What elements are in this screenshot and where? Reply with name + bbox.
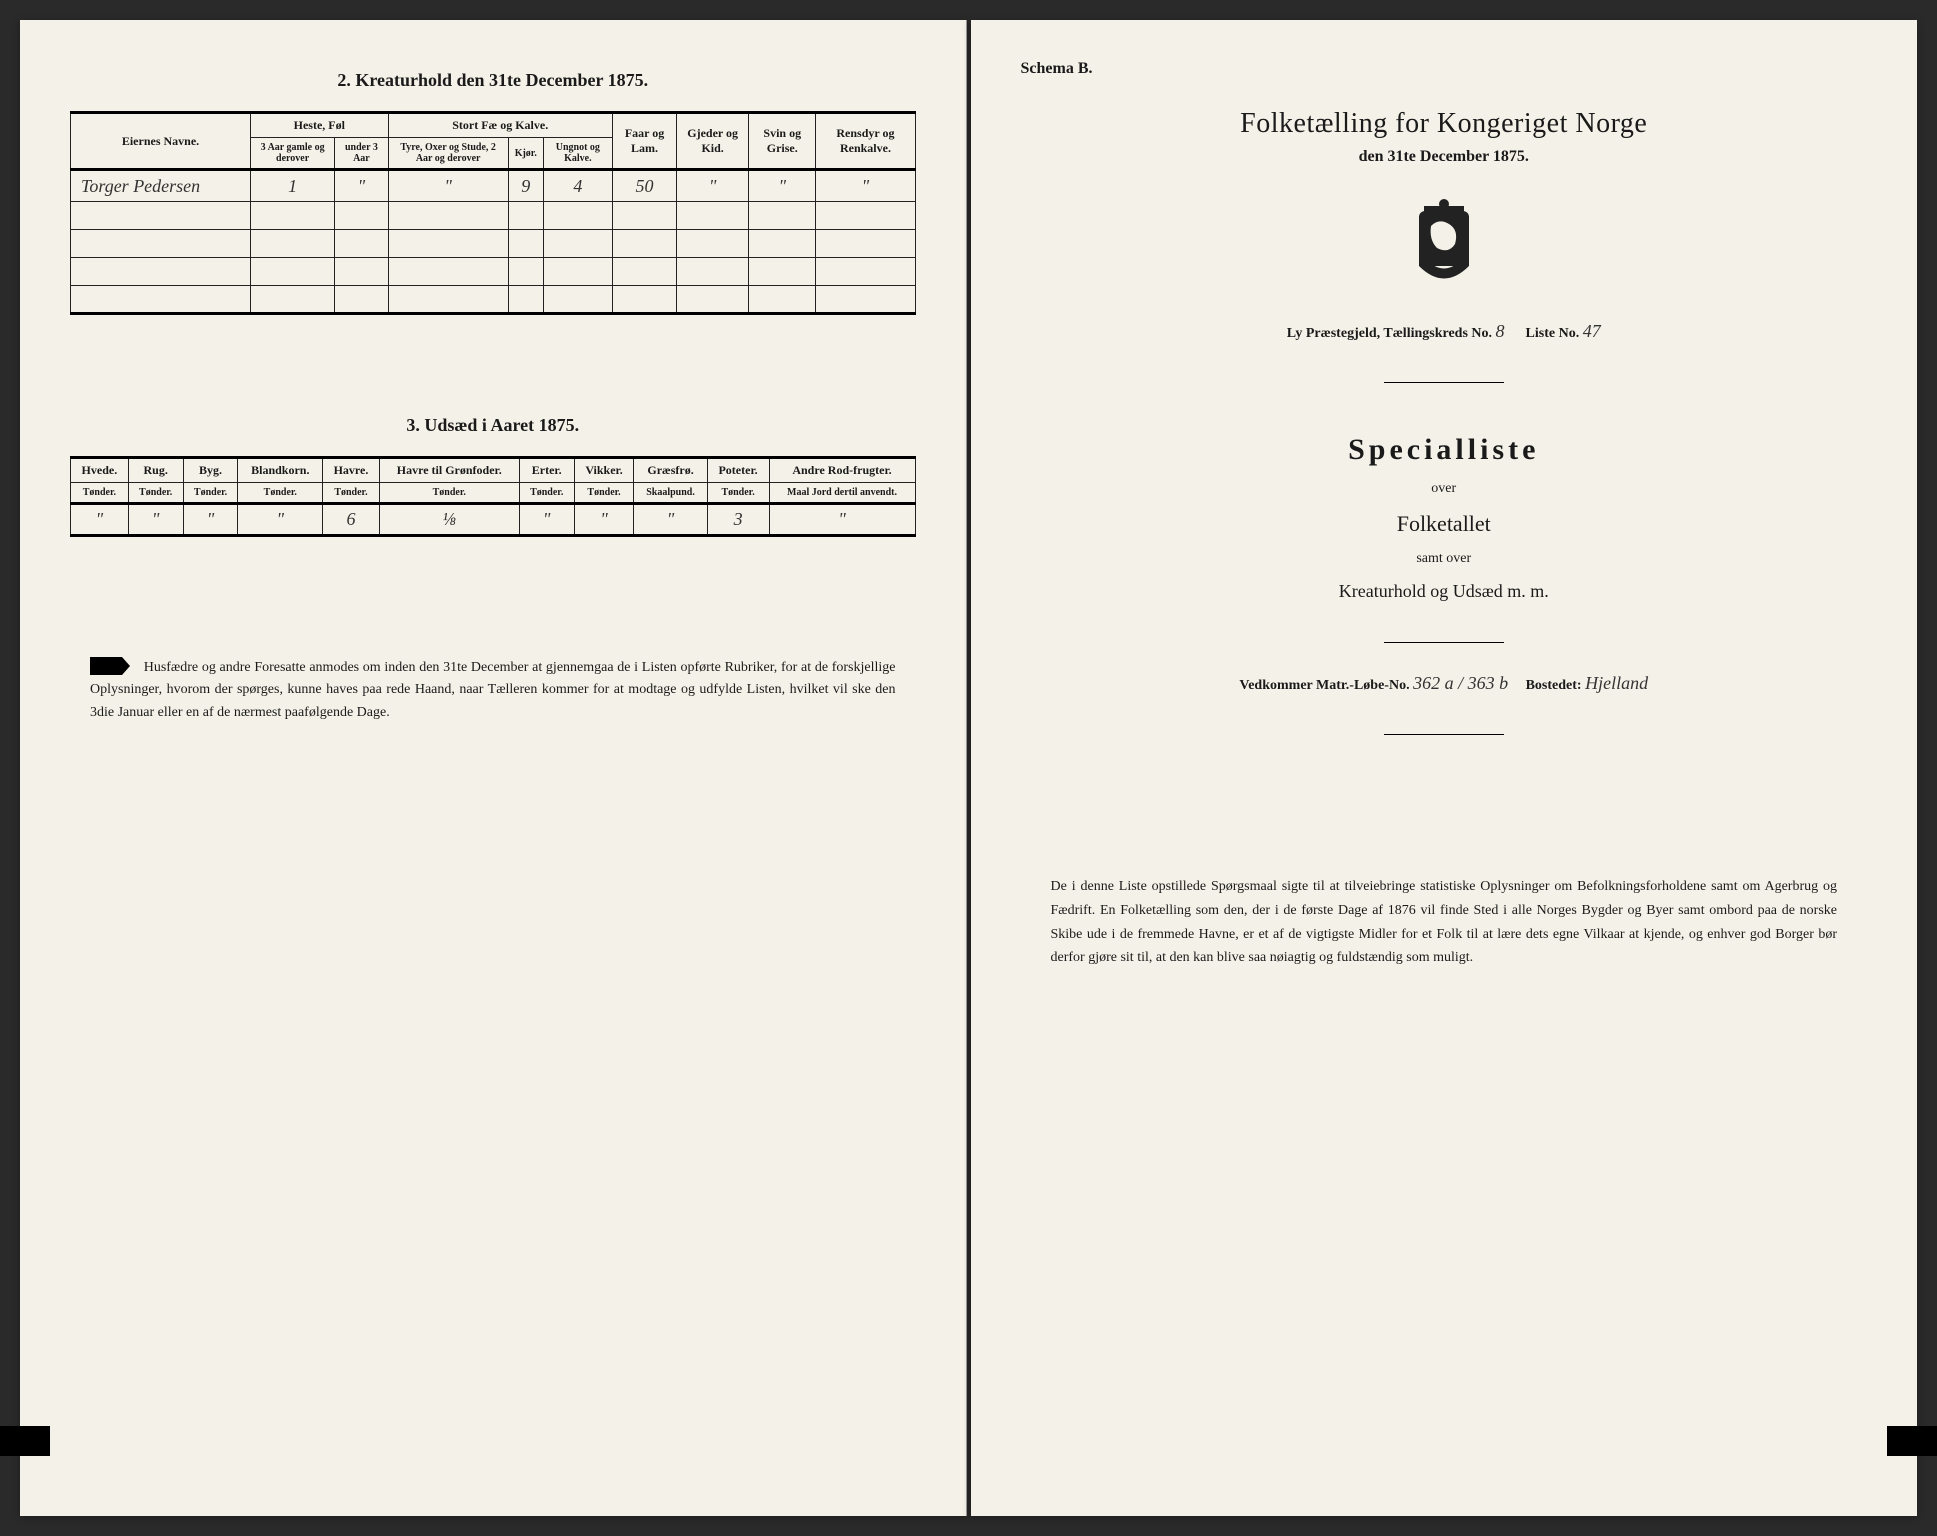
- schema-label: Schema B.: [1021, 60, 1868, 78]
- matrikkel-line: Vedkommer Matr.-Løbe-No. 362 a / 363 b B…: [1021, 673, 1868, 694]
- right-footnote: De i denne Liste opstillede Spørgsmaal s…: [1021, 875, 1868, 970]
- col: Andre Rod-frugter.: [769, 458, 915, 483]
- cell: 6: [323, 504, 380, 536]
- sub: Tønder.: [128, 483, 183, 504]
- cell: ": [769, 504, 915, 536]
- left-footnote: Husfædre og andre Foresatte anmodes om i…: [70, 657, 916, 724]
- col: Vikker.: [574, 458, 634, 483]
- matr-label: Vedkommer Matr.-Løbe-No.: [1239, 678, 1409, 693]
- col-reindeer: Rensdyr og Renkalve.: [816, 113, 915, 170]
- cell: ": [677, 170, 749, 202]
- over-label: over: [1021, 481, 1868, 497]
- right-page: Schema B. Folketælling for Kongeriget No…: [971, 20, 1918, 1516]
- cell: ": [749, 170, 816, 202]
- col: Blandkorn.: [238, 458, 323, 483]
- binder-clip-icon: [0, 1426, 50, 1456]
- cell: ⅛: [379, 504, 519, 536]
- col-sheep: Faar og Lam.: [612, 113, 676, 170]
- kreaturhold-label: Kreaturhold og Udsæd m. m.: [1021, 581, 1868, 602]
- divider: [1384, 734, 1504, 735]
- census-title: Folketælling for Kongeriget Norge: [1021, 108, 1868, 140]
- col: Rug.: [128, 458, 183, 483]
- pointer-icon: [90, 657, 130, 675]
- bosted-val: Hjelland: [1585, 673, 1648, 693]
- table-row: [71, 286, 916, 314]
- sub: Maal Jord dertil anvendt.: [769, 483, 915, 504]
- cell: 9: [508, 170, 543, 202]
- table3-title: 3. Udsæd i Aaret 1875.: [70, 415, 916, 436]
- coat-of-arms-icon: [1021, 196, 1868, 291]
- seed-table: Hvede. Rug. Byg. Blandkorn. Havre. Havre…: [70, 456, 916, 537]
- col: Havre.: [323, 458, 380, 483]
- census-date: den 31te December 1875.: [1021, 148, 1868, 166]
- table-row: [71, 202, 916, 230]
- col-cattle-b: Kjør.: [508, 138, 543, 170]
- footnote-text: Husfædre og andre Foresatte anmodes om i…: [90, 660, 896, 720]
- col-goats: Gjeder og Kid.: [677, 113, 749, 170]
- bosted-label: Bostedet:: [1526, 678, 1582, 693]
- col-pigs: Svin og Grise.: [749, 113, 816, 170]
- sub: Tønder.: [183, 483, 238, 504]
- col: Byg.: [183, 458, 238, 483]
- cell: ": [388, 170, 508, 202]
- col: Poteter.: [707, 458, 769, 483]
- table-row: [71, 258, 916, 286]
- cell: ": [183, 504, 238, 536]
- table-row: Torger Pedersen 1 " " 9 4 50 " " ": [71, 170, 916, 202]
- parish-label: Ly Præstegjeld, Tællingskreds No.: [1287, 326, 1492, 341]
- cell: ": [128, 504, 183, 536]
- divider: [1384, 382, 1504, 383]
- cell: ": [238, 504, 323, 536]
- cell: 3: [707, 504, 769, 536]
- col: Havre til Grønfoder.: [379, 458, 519, 483]
- sub: Skaalpund.: [634, 483, 707, 504]
- col: Græsfrø.: [634, 458, 707, 483]
- list-label: Liste No.: [1526, 326, 1580, 341]
- divider: [1384, 642, 1504, 643]
- samt-over-label: samt over: [1021, 551, 1868, 567]
- col: Erter.: [519, 458, 574, 483]
- table2-title: 2. Kreaturhold den 31te December 1875.: [70, 70, 916, 91]
- col-cattle-c: Ungnot og Kalve.: [543, 138, 612, 170]
- table-row: [71, 230, 916, 258]
- cell: ": [574, 504, 634, 536]
- sub: Tønder.: [519, 483, 574, 504]
- col: Hvede.: [71, 458, 129, 483]
- col-horses-b: under 3 Aar: [335, 138, 388, 170]
- cell: ": [519, 504, 574, 536]
- sub: Tønder.: [323, 483, 380, 504]
- table-row: " " " " 6 ⅛ " " " 3 ": [71, 504, 916, 536]
- cell: ": [71, 504, 129, 536]
- col-horses: Heste, Føl: [251, 113, 389, 138]
- specialliste-title: Specialliste: [1021, 433, 1868, 467]
- list-no: 47: [1583, 321, 1601, 341]
- sub: Tønder.: [707, 483, 769, 504]
- left-page: 2. Kreaturhold den 31te December 1875. E…: [20, 20, 967, 1516]
- cell: 50: [612, 170, 676, 202]
- binder-clip-icon: [1887, 1426, 1937, 1456]
- book-spread: 2. Kreaturhold den 31te December 1875. E…: [20, 20, 1917, 1516]
- matr-no: 362 a / 363 b: [1413, 673, 1508, 693]
- col-horses-a: 3 Aar gamle og derover: [251, 138, 335, 170]
- col-owner: Eiernes Navne.: [71, 113, 251, 170]
- cell: ": [816, 170, 915, 202]
- district-no: 8: [1496, 321, 1505, 341]
- col-cattle: Stort Fæ og Kalve.: [388, 113, 612, 138]
- cell: ": [335, 170, 388, 202]
- livestock-table: Eiernes Navne. Heste, Føl Stort Fæ og Ka…: [70, 111, 916, 315]
- sub: Tønder.: [379, 483, 519, 504]
- cell: 4: [543, 170, 612, 202]
- col-cattle-a: Tyre, Oxer og Stude, 2 Aar og derover: [388, 138, 508, 170]
- sub: Tønder.: [238, 483, 323, 504]
- cell: ": [634, 504, 707, 536]
- sub: Tønder.: [574, 483, 634, 504]
- owner-cell: Torger Pedersen: [71, 170, 251, 202]
- folketallet-label: Folketallet: [1021, 511, 1868, 537]
- cell: 1: [251, 170, 335, 202]
- sub: Tønder.: [71, 483, 129, 504]
- parish-line: Ly Præstegjeld, Tællingskreds No. 8 List…: [1021, 321, 1868, 342]
